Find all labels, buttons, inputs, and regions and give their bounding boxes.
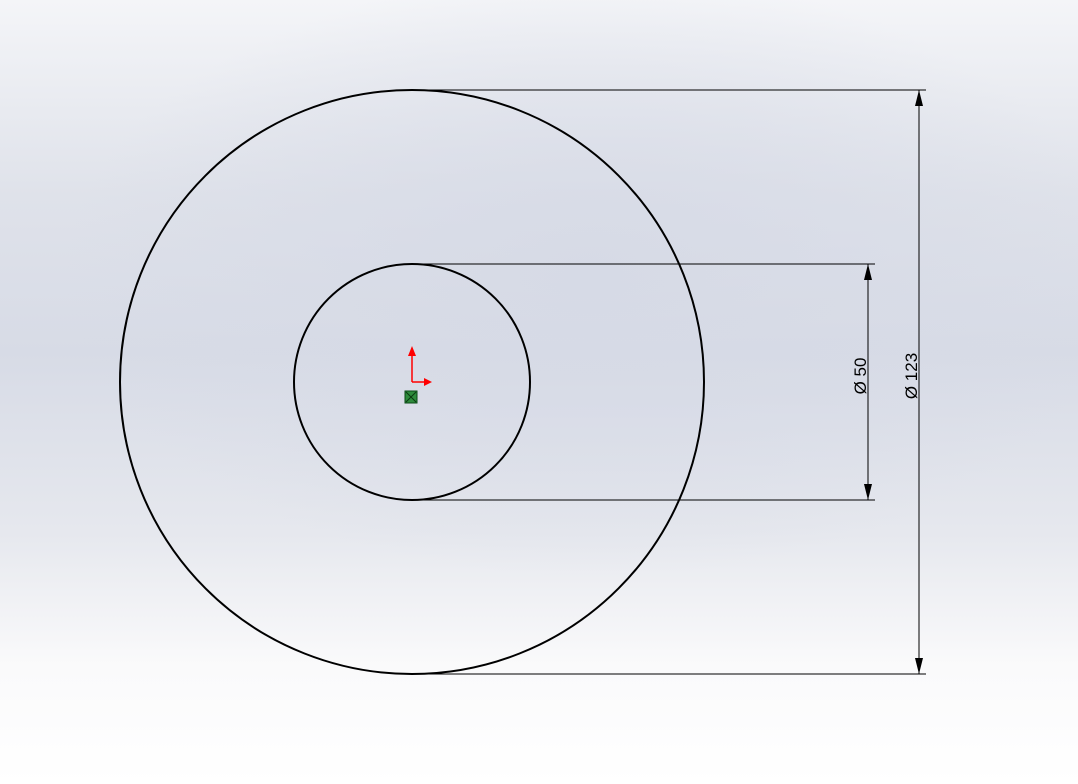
origin-icon[interactable] (404, 346, 432, 404)
dimension-outer-diameter[interactable]: Ø 123 (412, 89, 926, 675)
inner-diameter-label[interactable]: Ø 50 (851, 358, 870, 395)
outer-diameter-label[interactable]: Ø 123 (902, 353, 921, 399)
inner-arrow-bottom (864, 484, 872, 500)
origin-y-arrow (408, 346, 416, 356)
outer-arrow-bottom (915, 658, 923, 674)
origin-x-arrow (424, 378, 432, 386)
dimension-inner-diameter[interactable]: Ø 50 (412, 263, 875, 501)
inner-arrow-top (864, 264, 872, 280)
outer-arrow-top (915, 90, 923, 106)
